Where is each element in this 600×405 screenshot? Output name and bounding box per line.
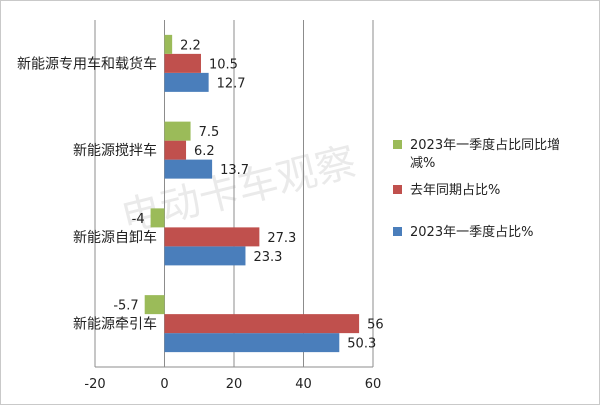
data-label: 2.2 [180,38,201,53]
category-label: 新能源专用车和载货车 [17,55,157,72]
legend-label-line2: 减% [410,156,435,171]
tick-labels-group: -20 0 20 40 60 [84,377,381,392]
data-label: 6.2 [194,144,215,159]
data-label: -5.7 [113,299,138,314]
data-label: 27.3 [267,231,296,246]
data-label: 7.5 [199,125,220,140]
bar [150,208,165,228]
x-tick-label: 20 [226,377,243,392]
data-label: -4 [132,212,145,227]
data-label: 23.3 [253,250,282,265]
bar [164,72,209,92]
category-label: 新能源搅拌车 [73,142,157,159]
legend-label: 2023年一季度占比同比增 [410,137,560,153]
bar [164,227,260,247]
x-tick-label: 60 [365,377,382,392]
bars-group [144,34,360,353]
x-tick-label: 40 [295,377,312,392]
bar [164,53,201,73]
data-label: 10.5 [209,57,238,72]
legend-label: 去年同期占比% [410,183,500,198]
x-tick-label: 0 [160,377,168,392]
bar [164,34,173,54]
data-label: 13.7 [220,163,249,178]
data-labels-group: 50.3 56 -5.7 23.3 27.3 -4 13.7 6.2 7.5 12.7 10.5 2.… [113,38,383,351]
bar [164,246,246,266]
bar [164,121,191,141]
category-label: 新能源自卸车 [73,229,157,246]
bar [164,333,340,353]
bar [164,314,360,334]
bar [164,140,187,160]
data-label: 56 [367,318,384,333]
data-label: 12.7 [217,76,246,91]
x-tick-label: -20 [84,377,105,392]
category-label: 新能源牵引车 [73,316,157,333]
legend-swatch [393,227,402,236]
bar [144,295,165,315]
legend-swatch [393,185,402,194]
data-label: 50.3 [347,337,376,352]
bar [164,159,213,179]
legend-swatch [393,140,402,149]
legend-label: 2023年一季度占比% [410,224,533,240]
